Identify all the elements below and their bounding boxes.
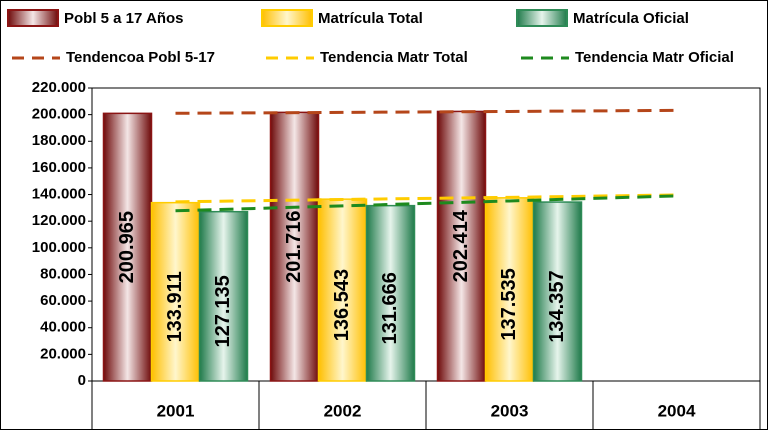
- y-tick-label: 140.000: [32, 186, 86, 203]
- y-tick-label: 200.000: [32, 106, 86, 123]
- legend-label: Tendencia Matr Oficial: [575, 49, 734, 66]
- data-label: 200.965: [116, 211, 138, 283]
- bar: [317, 198, 368, 382]
- data-label: 133.911: [164, 271, 186, 342]
- legend-label: Matrícula Total: [318, 10, 423, 27]
- data-label: 134.357: [546, 270, 568, 342]
- legend-label: Tendencoa Pobl 5-17: [66, 49, 215, 66]
- x-tick-label: 2003: [491, 401, 529, 420]
- legend-swatch: [516, 9, 568, 27]
- legend-label: Tendencia Matr Total: [320, 49, 468, 66]
- bar: [484, 197, 535, 382]
- y-tick-label: 80.000: [40, 265, 86, 282]
- data-label: 131.666: [379, 272, 401, 344]
- y-tick-label: 180.000: [32, 132, 86, 149]
- data-label: 127.135: [212, 275, 234, 347]
- y-tick-label: 160.000: [32, 159, 86, 176]
- bar: [102, 112, 153, 382]
- y-tick-label: 60.000: [40, 292, 86, 309]
- x-tick-label: 2004: [658, 401, 696, 420]
- data-label: 136.543: [331, 269, 353, 341]
- y-tick-label: 120.000: [32, 212, 86, 229]
- x-tick-label: 2001: [157, 401, 195, 420]
- data-label: 201.716: [283, 211, 305, 283]
- y-tick-label: 40.000: [40, 319, 86, 336]
- bar: [365, 204, 416, 382]
- legend-swatch: [261, 9, 313, 27]
- bar: [532, 201, 583, 382]
- trend-line: [175, 108, 677, 115]
- y-tick-label: 20.000: [40, 345, 86, 362]
- data-label: 137.535: [498, 268, 520, 340]
- bar: [150, 201, 201, 382]
- y-tick-label: 100.000: [32, 239, 86, 256]
- data-label: 202.414: [450, 209, 472, 282]
- trend-line: [175, 194, 677, 213]
- x-tick-label: 2002: [324, 401, 362, 420]
- legend-label: Matrícula Oficial: [573, 10, 689, 27]
- trend-line: [175, 193, 677, 204]
- y-tick-label: 0: [78, 372, 86, 389]
- legend-label: Pobl 5 a 17 Años: [64, 10, 183, 27]
- y-tick-label: 220.000: [32, 79, 86, 96]
- bar: [198, 210, 249, 382]
- legend-swatch: [7, 9, 59, 27]
